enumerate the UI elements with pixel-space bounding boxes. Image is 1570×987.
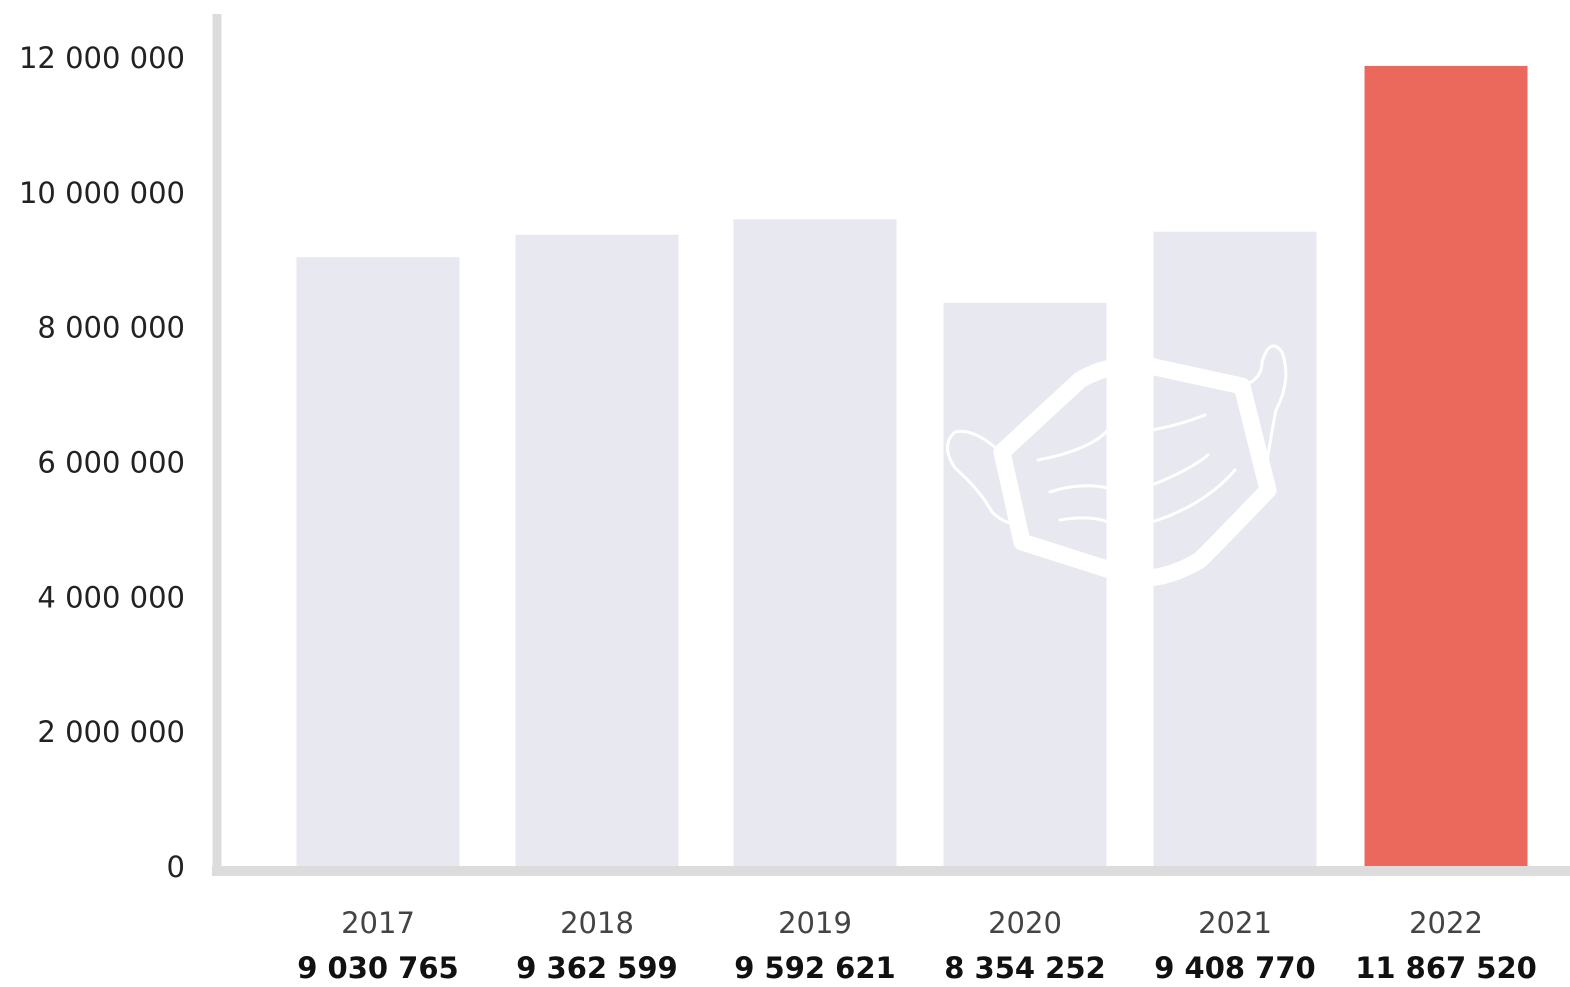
x-axis-labels: 2017 9 030 765 2018 9 362 599 2019 9 592 621 2…: [297, 906, 1537, 985]
x-category-label: 2018: [560, 906, 634, 940]
face-mask-icon: [946, 344, 1288, 587]
y-tick-label: 12 000 000: [19, 41, 185, 75]
bar-2017: [296, 257, 460, 867]
bar-2019: [733, 219, 897, 866]
y-tick-label: 10 000 000: [19, 176, 185, 210]
y-tick-label: 6 000 000: [37, 446, 185, 480]
x-category-label: 2020: [988, 906, 1062, 940]
y-axis-ticks: 0 2 000 000 4 000 000 6 000 000 8 000 000 10 …: [19, 41, 185, 884]
bar-value-label: 9 408 770: [1154, 951, 1315, 985]
y-tick-label: 8 000 000: [37, 311, 185, 345]
bar-value-label: 9 362 599: [516, 951, 677, 985]
bar-2021: [1153, 231, 1317, 867]
x-category-label: 2021: [1198, 906, 1272, 940]
bar-value-label: 9 592 621: [734, 951, 895, 985]
y-tick-label: 2 000 000: [37, 715, 185, 749]
x-category-label: 2019: [778, 906, 852, 940]
bar-2018: [515, 234, 679, 866]
y-tick-label: 4 000 000: [37, 580, 185, 614]
y-tick-label: 0: [167, 850, 185, 884]
bar-value-label: 11 867 520: [1355, 951, 1537, 985]
x-category-label: 2017: [341, 906, 415, 940]
bar-value-label: 8 354 252: [944, 951, 1105, 985]
bar-2020: [943, 302, 1107, 866]
x-category-label: 2022: [1409, 906, 1483, 940]
bar-value-label: 9 030 765: [297, 951, 458, 985]
bars: [296, 65, 1528, 867]
bar-2022: [1364, 65, 1528, 867]
